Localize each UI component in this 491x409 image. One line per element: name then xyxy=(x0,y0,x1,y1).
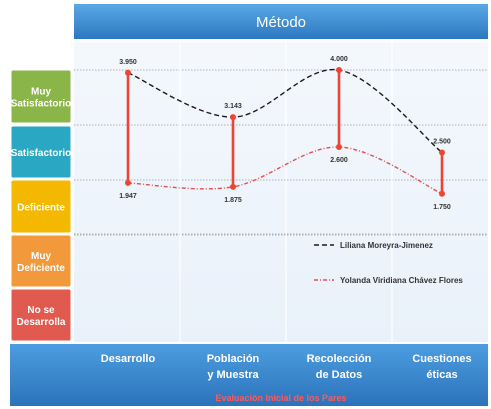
data-point xyxy=(125,179,131,186)
y-level-label: Satisfactorio xyxy=(11,148,72,159)
y-level-band-box xyxy=(10,69,72,124)
category-label: de Datos xyxy=(316,369,362,381)
y-level-label: Deficiente xyxy=(17,263,65,274)
data-point xyxy=(439,149,445,156)
plot-area xyxy=(74,42,488,342)
y-level-label: Muy xyxy=(31,251,51,262)
data-label: 1.875 xyxy=(224,197,242,204)
data-point xyxy=(439,190,445,197)
category-label: Cuestiones xyxy=(412,353,471,365)
y-level-band-box xyxy=(10,288,72,342)
y-level-band-box xyxy=(10,179,72,234)
series-layer: 3.950 3.143 4.000 2.500 1.947 1.875 2.600 1.750 xyxy=(119,56,451,211)
y-level-band: Satisfactorio xyxy=(10,125,72,179)
data-point xyxy=(230,114,236,121)
data-label: 3.950 xyxy=(119,59,137,66)
category-label: y Muestra xyxy=(207,369,259,381)
y-level-band: Deficiente xyxy=(10,179,72,234)
data-point xyxy=(125,69,131,76)
y-level-label: Satisfactorio xyxy=(11,99,72,110)
y-level-band-box xyxy=(10,234,72,288)
category-labels: Desarrollo Población y Muestra Recolección d… xyxy=(101,353,472,381)
title-bar xyxy=(74,4,488,39)
chart-title: Método xyxy=(256,14,306,31)
data-label: 3.143 xyxy=(224,103,242,110)
category-label: Recolección xyxy=(307,353,372,365)
y-level-bands: MuySatisfactorioSatisfactorioDeficienteM… xyxy=(10,69,72,342)
legend: Liliana Moreyra-Jimenez Yolanda Viridiana… xyxy=(314,241,463,285)
category-label: éticas xyxy=(426,369,457,381)
data-label: 2.500 xyxy=(433,139,451,146)
category-footer xyxy=(10,344,488,406)
category-label: Población xyxy=(207,353,260,365)
legend-label: Yolanda Viridiana Chávez Flores xyxy=(340,276,463,285)
y-level-label: No se xyxy=(27,305,55,316)
series-line xyxy=(127,68,443,154)
legend-entry: Liliana Moreyra-Jimenez xyxy=(314,241,433,250)
data-label: 2.600 xyxy=(330,157,348,164)
y-level-label: Deficiente xyxy=(17,203,65,214)
y-level-label: Desarrolla xyxy=(17,317,66,328)
y-level-band-box xyxy=(10,125,72,179)
data-label: 1.947 xyxy=(119,193,137,200)
grid xyxy=(74,42,488,342)
data-point xyxy=(230,183,236,190)
data-point xyxy=(336,144,342,150)
y-level-label: Muy xyxy=(31,87,51,98)
data-label: 1.750 xyxy=(433,204,451,211)
data-label: 4.000 xyxy=(330,56,348,63)
series-line xyxy=(127,146,443,195)
legend-entry: Yolanda Viridiana Chávez Flores xyxy=(314,276,463,285)
data-point xyxy=(336,67,342,73)
x-axis-label: Evaluación Inicial de los Pares xyxy=(215,393,346,403)
legend-label: Liliana Moreyra-Jimenez xyxy=(340,241,433,250)
category-label: Desarrollo xyxy=(101,353,156,365)
